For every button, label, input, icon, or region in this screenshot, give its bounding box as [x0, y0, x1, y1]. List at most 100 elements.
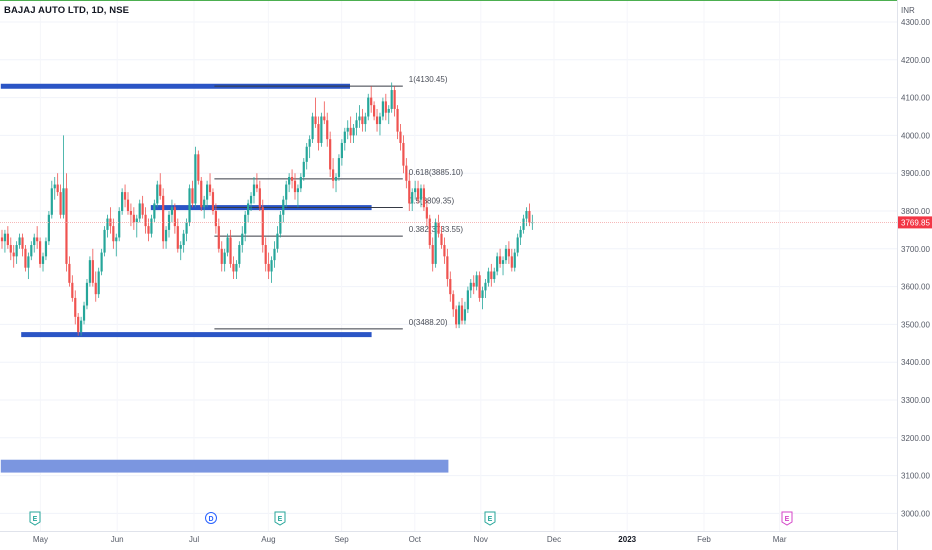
- candle-body: [329, 139, 332, 170]
- x-tick-label: Aug: [261, 535, 275, 544]
- candle-body: [206, 184, 209, 200]
- candle-body: [431, 245, 434, 264]
- candle-body: [27, 256, 30, 268]
- candle-body: [352, 127, 355, 136]
- candle-body: [185, 222, 188, 234]
- level-resistance-top[interactable]: [0, 83, 351, 89]
- y-tick-label: 3600.00: [901, 283, 930, 292]
- candle-body: [399, 131, 402, 143]
- candle-body: [249, 195, 253, 204]
- event-marker-shape: [781, 511, 793, 526]
- candle-body: [504, 248, 508, 261]
- candle-body: [71, 282, 74, 298]
- candle-body: [364, 116, 367, 125]
- candle-body: [525, 211, 528, 219]
- event-marker-shape: [274, 511, 286, 526]
- y-tick-label: 3400.00: [901, 358, 930, 367]
- dividend-event-icon: D: [205, 512, 217, 524]
- candle-body: [226, 237, 229, 253]
- candle-body: [38, 241, 42, 264]
- candle-body: [446, 256, 449, 280]
- candle-body: [288, 176, 291, 185]
- price-axis[interactable]: 4300.00 4200.00 4100.00 4000.00 3900.00 3800.…: [898, 18, 932, 518]
- candle-body: [361, 116, 364, 125]
- time-axis[interactable]: May Jun Jul Aug Sep Oct Nov Dec 2023 Feb Mar: [33, 535, 787, 544]
- currency-label: INR: [901, 6, 915, 15]
- candle-body: [167, 214, 171, 230]
- candle-body: [129, 211, 133, 215]
- candle-body: [273, 248, 276, 261]
- candle-body: [308, 139, 311, 147]
- event-letter: E: [488, 516, 493, 523]
- x-tick-label: Feb: [697, 535, 711, 544]
- candle-body: [112, 226, 115, 242]
- y-tick-label: 4000.00: [901, 131, 930, 140]
- candle-body: [519, 229, 522, 238]
- candle-body: [15, 245, 18, 257]
- lower-horizontal-band[interactable]: [0, 459, 449, 473]
- candle-body: [516, 237, 519, 253]
- candle-body: [33, 237, 36, 246]
- x-tick-label: 2023: [618, 535, 636, 544]
- candle-body: [258, 188, 261, 208]
- y-tick-label: 3100.00: [901, 472, 930, 481]
- candle-body: [296, 188, 300, 193]
- event-letter: D: [208, 516, 213, 523]
- y-tick-label: 4200.00: [901, 56, 930, 65]
- candle-body: [194, 154, 197, 204]
- y-tick-label: 4300.00: [901, 18, 930, 27]
- candle-body: [487, 271, 490, 283]
- fib-label: 0(3488.20): [409, 318, 448, 327]
- symbol-title[interactable]: BAJAJ AUTO LTD, 1D, NSE: [4, 5, 130, 16]
- candle-body: [463, 309, 467, 321]
- candle-body: [156, 184, 159, 204]
- candle-body: [340, 142, 343, 159]
- candle-body: [100, 252, 103, 272]
- candle-body: [443, 245, 446, 257]
- candle-body: [138, 203, 141, 219]
- candle-body: [440, 233, 443, 246]
- lower-band-rect[interactable]: [0, 459, 449, 473]
- candle-body: [97, 271, 100, 295]
- candle-body: [88, 260, 91, 283]
- candle-body: [405, 165, 408, 181]
- candle-body: [244, 214, 247, 234]
- candle-body: [411, 192, 414, 204]
- candle-body: [85, 282, 89, 306]
- candle-body: [414, 188, 417, 193]
- candle-body: [220, 248, 223, 264]
- candle-body: [141, 203, 144, 215]
- fib-label: 0.618(3885.10): [409, 168, 464, 177]
- candle-body: [460, 305, 464, 321]
- current-price-badge: [898, 216, 932, 229]
- candle-body: [208, 184, 212, 193]
- candle-body: [176, 226, 179, 249]
- x-tick-label: Nov: [474, 535, 488, 544]
- candle-body: [191, 188, 194, 204]
- candle-body: [106, 218, 109, 230]
- candle-body: [343, 131, 346, 143]
- candle-body: [270, 260, 273, 272]
- candle-body: [396, 108, 399, 132]
- candle-body: [358, 116, 361, 121]
- y-tick-label: 3900.00: [901, 169, 930, 178]
- candle-body: [121, 192, 124, 211]
- candle-body: [334, 176, 338, 181]
- candle-body: [311, 116, 314, 140]
- candle-body: [9, 245, 12, 253]
- candle-body: [255, 184, 259, 189]
- candle-body: [323, 116, 326, 121]
- candle-body: [80, 320, 83, 332]
- candle-body: [282, 199, 285, 215]
- candle-body: [384, 101, 387, 113]
- candle-body: [393, 90, 396, 109]
- candle-body: [501, 260, 505, 264]
- x-tick-label: Jun: [111, 535, 124, 544]
- candle-body: [293, 180, 297, 193]
- candle-body: [402, 142, 405, 166]
- candle-body: [223, 252, 226, 264]
- y-tick-label: 3000.00: [901, 509, 930, 518]
- candle-body: [499, 256, 502, 264]
- level-support-bottom[interactable]: [21, 332, 372, 338]
